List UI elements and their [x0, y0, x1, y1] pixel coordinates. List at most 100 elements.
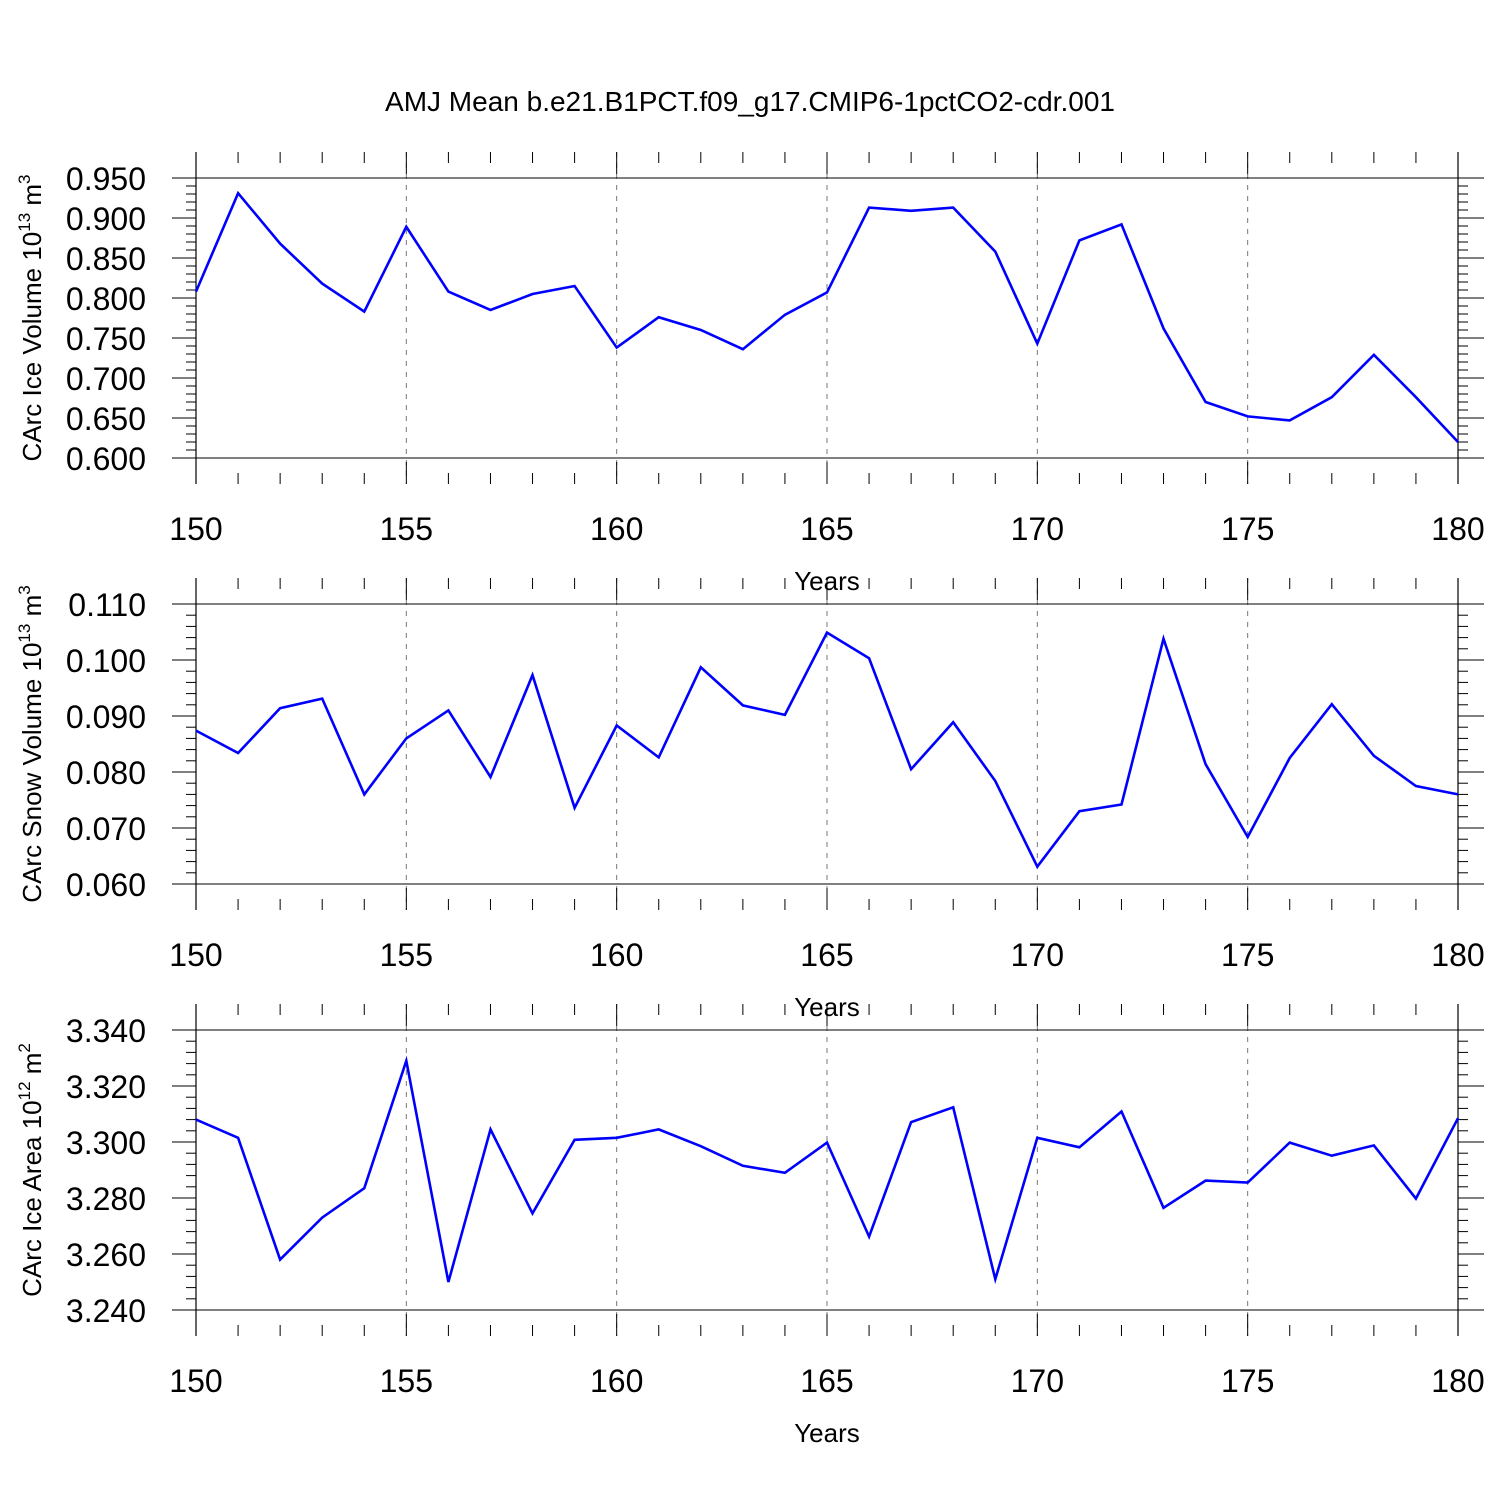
data-point — [1119, 1109, 1123, 1113]
data-point — [278, 242, 282, 246]
ice-volume-panel: 0.600 0.650 0.700 0.750 0.800 0.850 0.900 0.950… — [15, 152, 1485, 596]
data-point — [993, 1277, 997, 1281]
y-tick-label: 0.060 — [66, 867, 146, 903]
data-point — [573, 1138, 577, 1142]
y-tick-label: 0.070 — [66, 811, 146, 847]
x-tick-label: 175 — [1221, 937, 1274, 973]
data-point — [446, 708, 450, 712]
data-point — [993, 250, 997, 254]
x-tick-label: 165 — [800, 1363, 853, 1399]
data-point — [1372, 1143, 1376, 1147]
data-point — [825, 1141, 829, 1145]
data-point — [1204, 762, 1208, 766]
data-point — [1246, 1181, 1250, 1185]
y-label-main: CArc Ice Volume 10 — [17, 232, 47, 462]
x-tick-label: 165 — [800, 511, 853, 547]
data-point — [488, 1127, 492, 1131]
data-point — [1246, 835, 1250, 839]
data-point — [1162, 637, 1166, 641]
y-tick-label: 3.320 — [66, 1069, 146, 1105]
y-label-unit: m — [17, 184, 47, 213]
y-tick-label: 3.260 — [66, 1237, 146, 1273]
data-point — [783, 313, 787, 317]
data-point — [825, 631, 829, 635]
data-point — [741, 347, 745, 351]
x-tick-label: 150 — [169, 1363, 222, 1399]
y-tick-label: 0.600 — [66, 441, 146, 477]
data-series-line — [195, 630, 1459, 870]
x-axis-label: Years — [794, 1418, 860, 1448]
y-tick-label: 3.240 — [66, 1293, 146, 1329]
data-point — [1330, 1154, 1334, 1158]
data-point — [488, 308, 492, 312]
y-label-unit-exponent: 3 — [15, 585, 34, 594]
data-point — [909, 209, 913, 213]
y-label-main: CArc Snow Volume 10 — [17, 643, 47, 903]
data-point — [573, 284, 577, 288]
y-tick-label: 0.750 — [66, 321, 146, 357]
y-tick-label: 0.900 — [66, 201, 146, 237]
data-point — [951, 1105, 955, 1109]
data-point — [1246, 414, 1250, 418]
x-tick-label: 165 — [800, 937, 853, 973]
data-point — [1414, 784, 1418, 788]
data-point — [320, 1216, 324, 1220]
data-point — [1077, 809, 1081, 813]
y-tick-label: 3.280 — [66, 1181, 146, 1217]
data-point — [362, 310, 366, 314]
data-point — [1119, 222, 1123, 226]
y-tick-label: 0.700 — [66, 361, 146, 397]
data-point — [657, 315, 661, 319]
y-tick-label: 3.340 — [66, 1013, 146, 1049]
x-tick-label: 155 — [380, 937, 433, 973]
data-point — [1288, 756, 1292, 760]
data-point — [278, 1258, 282, 1262]
x-tick-label: 155 — [380, 1363, 433, 1399]
data-point — [446, 1280, 450, 1284]
data-point — [951, 206, 955, 210]
data-point — [1204, 1179, 1208, 1183]
data-point — [1035, 342, 1039, 346]
data-point — [1204, 400, 1208, 404]
y-tick-label: 0.850 — [66, 241, 146, 277]
data-point — [404, 225, 408, 229]
data-point — [194, 729, 198, 733]
ice-area-panel: 3.240 3.260 3.280 3.300 3.320 3.340 150 155 160 1… — [15, 1004, 1485, 1448]
data-series-line — [194, 190, 1459, 443]
y-tick-label: 0.650 — [66, 401, 146, 437]
data-point — [236, 191, 240, 195]
y-label-main: CArc Ice Area 10 — [17, 1100, 47, 1297]
data-point — [699, 1144, 703, 1148]
data-point — [867, 206, 871, 210]
data-point — [320, 697, 324, 701]
data-point — [867, 656, 871, 660]
data-point — [362, 792, 366, 796]
y-tick-label: 0.800 — [66, 281, 146, 317]
data-point — [1330, 395, 1334, 399]
x-tick-label: 160 — [590, 1363, 643, 1399]
data-point — [615, 724, 619, 728]
data-point — [1162, 1206, 1166, 1210]
data-point — [909, 767, 913, 771]
data-point — [1288, 418, 1292, 422]
data-point — [783, 713, 787, 717]
x-tick-label: 170 — [1011, 937, 1064, 973]
data-point — [1414, 395, 1418, 399]
data-point — [531, 673, 535, 677]
data-point — [278, 706, 282, 710]
data-point — [1162, 326, 1166, 330]
data-point — [1372, 754, 1376, 758]
data-point — [320, 282, 324, 286]
data-point — [1372, 353, 1376, 357]
x-tick-label: 180 — [1431, 937, 1484, 973]
y-axis-label: CArc Ice Area 1012 m2 — [15, 1043, 47, 1297]
data-point — [993, 779, 997, 783]
data-point — [909, 1120, 913, 1124]
x-tick-label: 170 — [1011, 511, 1064, 547]
data-point — [404, 1059, 408, 1063]
y-tick-label: 3.300 — [66, 1125, 146, 1161]
x-tick-label: 160 — [590, 511, 643, 547]
data-point — [1414, 1197, 1418, 1201]
y-label-exponent: 13 — [15, 624, 34, 643]
